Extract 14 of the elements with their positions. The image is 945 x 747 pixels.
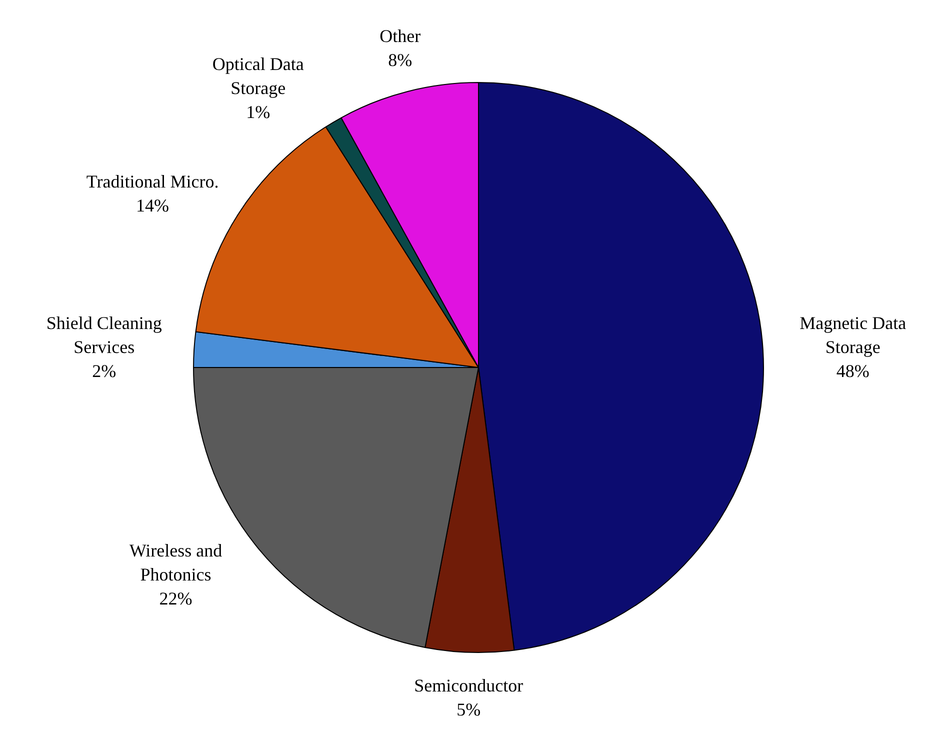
data-label: 22% <box>159 588 192 609</box>
data-label: 14% <box>136 195 170 216</box>
slice-label: Magnetic Data Storage <box>800 313 906 358</box>
data-label: 1% <box>246 102 270 122</box>
slice-label: Other <box>380 26 421 46</box>
data-label: 2% <box>92 361 116 382</box>
slice-label: Optical Data Storage <box>212 54 304 98</box>
data-label: 48% <box>836 361 870 382</box>
slice-label: Wireless and Photonics <box>129 540 222 585</box>
slice-label: Traditional Micro. <box>86 171 219 192</box>
slice-label: Shield Cleaning Services <box>46 313 162 358</box>
slice-label: Semiconductor <box>414 675 524 696</box>
data-label: 8% <box>388 50 412 70</box>
data-label: 5% <box>456 699 481 720</box>
